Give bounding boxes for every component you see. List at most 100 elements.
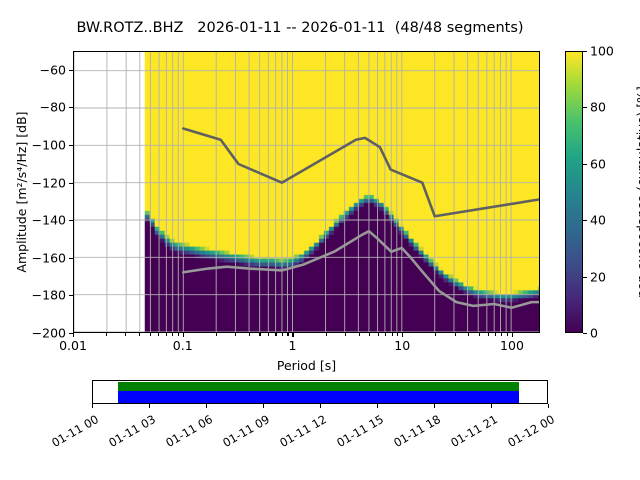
page-title: BW.ROTZ..BHZ 2026-01-11 -- 2026-01-11 (4…: [76, 20, 524, 36]
x-axis-minor-tick-mark: [158, 333, 160, 336]
timeline-tick-mark: [320, 404, 322, 408]
x-axis-minor-tick-mark: [369, 333, 371, 336]
timeline-tick-mark: [206, 404, 208, 408]
x-axis-minor-tick-mark: [235, 333, 237, 336]
noise-model-curves: [181, 127, 539, 310]
timeline-tick-label: 01-11 03: [106, 412, 158, 450]
x-axis-minor-tick-mark: [287, 333, 289, 336]
timeline-tick-label: 01-11 00: [49, 412, 101, 450]
timeline-tick-mark: [149, 404, 151, 408]
x-axis-tick-label: 1: [288, 338, 297, 353]
y-axis-tick-mark: [69, 295, 73, 297]
x-axis-minor-tick-mark: [487, 333, 489, 336]
x-axis-tick-label: 0.1: [172, 338, 193, 353]
colorbar-tick-label: 20: [590, 269, 606, 285]
x-axis-tick-label: 10: [394, 338, 411, 353]
x-axis-minor-tick-mark: [454, 333, 456, 336]
x-axis-minor-tick-mark: [494, 333, 497, 336]
y-axis-tick-label: −120: [31, 175, 66, 191]
timeline-bar-data-coverage: [117, 381, 519, 391]
x-axis-minor-tick-mark: [149, 333, 151, 336]
x-axis-minor-tick-mark: [125, 333, 127, 336]
x-axis-minor-tick-mark: [391, 333, 393, 336]
y-axis-tick-mark: [69, 107, 73, 109]
x-axis-minor-tick-mark: [506, 333, 509, 336]
x-axis-minor-tick-mark: [215, 333, 217, 336]
x-axis-tick-label: 100: [500, 338, 524, 353]
timeline-tick-label: 01-12 00: [505, 412, 557, 450]
y-axis-tick-mark: [69, 69, 73, 71]
x-axis-minor-tick-mark: [275, 333, 277, 336]
plot-gridlines: [74, 52, 539, 332]
colorbar-tick-mark: [583, 51, 587, 53]
ppsd-histogram: [74, 52, 539, 332]
x-axis-minor-tick-mark: [268, 333, 270, 336]
y-axis-tick-label: −140: [31, 212, 66, 228]
timeline-tick-mark: [377, 404, 379, 408]
timeline-tick-label: 01-11 09: [220, 412, 272, 450]
x-axis-minor-tick-mark: [377, 333, 379, 336]
x-axis-minor-tick-mark: [281, 333, 283, 336]
y-axis-tick-mark: [69, 182, 73, 184]
y-axis-tick-label: −160: [31, 250, 66, 266]
x-axis-tick-label: 0.01: [59, 338, 87, 353]
x-axis-minor-tick-mark: [501, 333, 503, 336]
colorbar-tick-label: 40: [590, 212, 606, 228]
ppsd-plot-axes: [73, 51, 540, 333]
timeline-tick-label: 01-11 21: [448, 412, 500, 450]
x-axis-minor-tick-mark: [325, 333, 327, 336]
x-axis-label: Period [s]: [276, 358, 337, 373]
y-axis-tick-label: −200: [31, 325, 66, 341]
x-axis-major-tick-mark: [292, 333, 294, 337]
x-axis-minor-tick-mark: [139, 333, 141, 336]
x-axis-minor-tick-mark: [177, 333, 179, 336]
timeline-clip: [93, 381, 547, 403]
y-axis-tick-mark: [69, 220, 73, 222]
colorbar: [565, 51, 583, 333]
colorbar-tick-mark: [583, 107, 587, 109]
colorbar-tick-label: 80: [590, 99, 606, 115]
y-axis-tick-label: −60: [39, 62, 66, 78]
timeline-tick-label: 01-11 12: [277, 412, 329, 450]
timeline-axes[interactable]: [92, 380, 548, 404]
timeline-tick-mark: [548, 404, 550, 408]
colorbar-tick-label: 100: [590, 43, 614, 59]
y-axis-tick-label: −180: [31, 287, 66, 303]
timeline-tick-mark: [92, 404, 94, 408]
colorbar-tick-mark: [583, 220, 587, 222]
colorbar-tick-mark: [583, 333, 587, 335]
y-axis-tick-mark: [69, 333, 73, 335]
x-axis-minor-tick-mark: [248, 333, 250, 336]
colorbar-tick-mark: [583, 276, 587, 278]
y-axis-tick-label: −80: [39, 99, 66, 115]
x-axis-minor-tick-mark: [106, 333, 108, 336]
x-axis-minor-tick-mark: [358, 333, 360, 336]
x-axis-minor-tick-mark: [344, 333, 346, 336]
x-axis-minor-tick-mark: [165, 333, 167, 336]
timeline-tick-mark: [263, 404, 265, 408]
y-axis-label: Amplitude [m²/s⁴/Hz] [dB]: [14, 111, 29, 273]
y-axis-tick-label: −100: [31, 137, 66, 153]
x-axis-minor-tick-mark: [172, 333, 174, 336]
y-axis-tick-mark: [69, 257, 73, 259]
plot-clip: [74, 52, 539, 332]
colorbar-tick-label: 60: [590, 156, 606, 172]
x-axis-minor-tick-mark: [397, 333, 399, 336]
x-axis-minor-tick-mark: [435, 333, 437, 336]
x-axis-major-tick-mark: [182, 333, 184, 337]
x-axis-minor-tick-mark: [259, 333, 261, 336]
colorbar-label: non-exceedance (cumulative) [%]: [634, 86, 640, 298]
x-axis-major-tick-mark: [402, 333, 404, 337]
x-axis-minor-tick-mark: [385, 333, 387, 336]
y-axis-tick-mark: [69, 145, 73, 147]
x-axis-minor-tick-mark: [468, 333, 470, 336]
timeline-tick-label: 01-11 06: [163, 412, 215, 450]
timeline-bar-psd-segments: [117, 390, 519, 403]
x-axis-minor-tick-mark: [478, 333, 481, 336]
timeline-tick-mark: [491, 404, 493, 408]
x-axis-major-tick-mark: [73, 333, 75, 337]
colorbar-tick-label: 0: [590, 325, 598, 341]
timeline-tick-mark: [434, 404, 436, 408]
timeline-tick-label: 01-11 15: [334, 412, 386, 450]
colorbar-tick-mark: [583, 163, 587, 165]
